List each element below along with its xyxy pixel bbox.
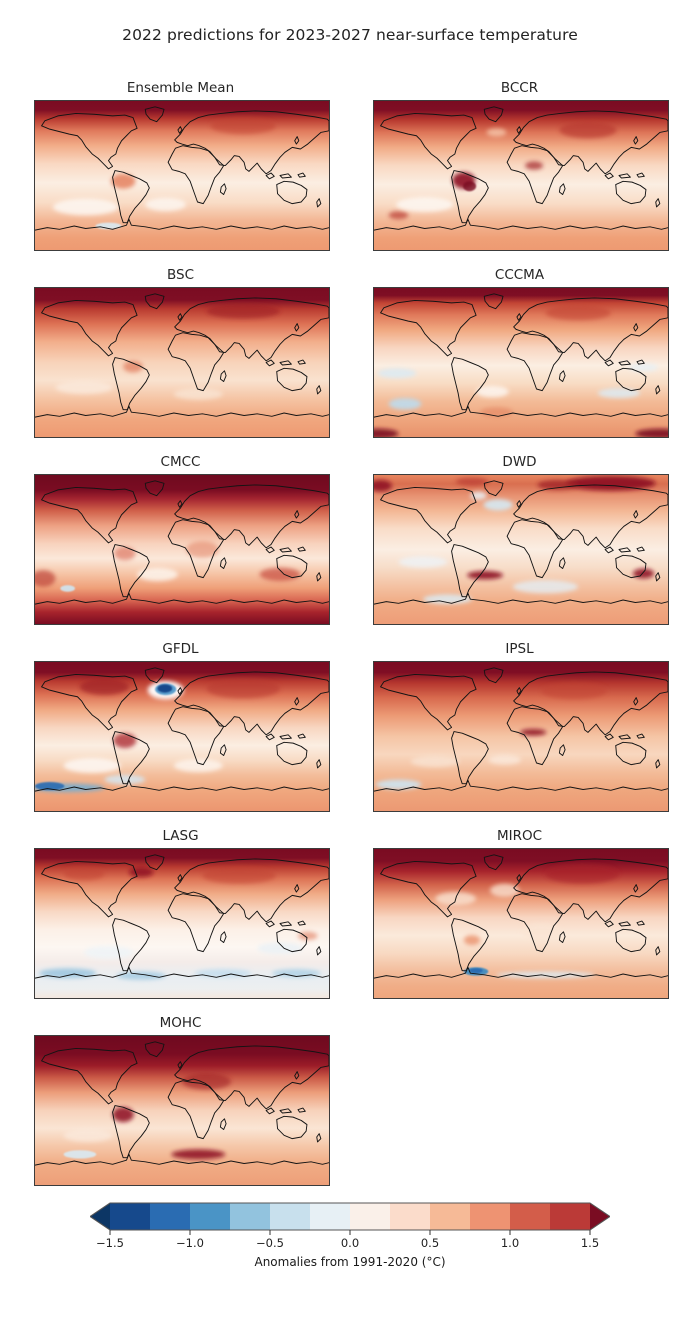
map-panel-grid: Ensemble Mean BCCR BSC CCCMA CMCC DWD GFDL IPSL… — [33, 80, 669, 1186]
colorbar-tick-1: −1.0 — [176, 1236, 204, 1250]
map-panel-ipsl: IPSL — [372, 641, 669, 812]
colorbar-tick-5: 1.0 — [500, 1236, 520, 1250]
panel-title-gfdl: GFDL — [162, 641, 199, 657]
map-panel-miroc: MIROC — [372, 828, 669, 999]
map-panel-bsc: BSC — [33, 267, 330, 438]
panel-title-dwd: DWD — [502, 454, 537, 470]
panel-title-ensemble-mean: Ensemble Mean — [126, 80, 235, 96]
world-map-dwd — [372, 474, 669, 625]
world-map-ensemble-mean — [33, 100, 330, 251]
panel-title-ipsl: IPSL — [505, 641, 534, 657]
map-panel-gfdl: GFDL — [33, 641, 330, 812]
world-map-cmcc — [33, 474, 330, 625]
colorbar-tick-6: 1.5 — [580, 1236, 600, 1250]
panel-title-mohc: MOHC — [159, 1015, 202, 1031]
world-map-cccma — [372, 287, 669, 438]
map-panel-lasg: LASG — [33, 828, 330, 999]
panel-title-bccr: BCCR — [500, 80, 539, 96]
map-panel-ensemble-mean: Ensemble Mean — [33, 80, 330, 251]
world-map-lasg — [33, 848, 330, 999]
colorbar-scale — [90, 1202, 610, 1235]
map-panel-mohc: MOHC — [33, 1015, 330, 1186]
colorbar-ticks: −1.5 −1.0 −0.5 0.0 0.5 1.0 1.5 — [90, 1236, 610, 1251]
colorbar-tick-2: −0.5 — [256, 1236, 284, 1250]
world-map-gfdl — [33, 661, 330, 812]
world-map-miroc — [372, 848, 669, 999]
panel-title-lasg: LASG — [162, 828, 199, 844]
colorbar-label: Anomalies from 1991-2020 (°C) — [254, 1255, 446, 1269]
colorbar: −1.5 −1.0 −0.5 0.0 0.5 1.0 1.5 Anomalies from … — [90, 1202, 610, 1269]
world-map-bsc — [33, 287, 330, 438]
panel-title-miroc: MIROC — [496, 828, 543, 844]
panel-title-cmcc: CMCC — [160, 454, 201, 470]
world-map-bccr — [372, 100, 669, 251]
world-map-ipsl — [372, 661, 669, 812]
colorbar-tick-4: 0.5 — [420, 1236, 440, 1250]
map-panel-cccma: CCCMA — [372, 267, 669, 438]
panel-title-cccma: CCCMA — [494, 267, 545, 283]
map-panel-bccr: BCCR — [372, 80, 669, 251]
colorbar-tick-0: −1.5 — [96, 1236, 124, 1250]
world-map-mohc — [33, 1035, 330, 1186]
map-panel-dwd: DWD — [372, 454, 669, 625]
figure: 2022 predictions for 2023-2027 near-surf… — [0, 26, 700, 1269]
figure-title: 2022 predictions for 2023-2027 near-surf… — [122, 26, 578, 44]
panel-title-bsc: BSC — [166, 267, 195, 283]
colorbar-tick-3: 0.0 — [340, 1236, 360, 1250]
map-panel-cmcc: CMCC — [33, 454, 330, 625]
